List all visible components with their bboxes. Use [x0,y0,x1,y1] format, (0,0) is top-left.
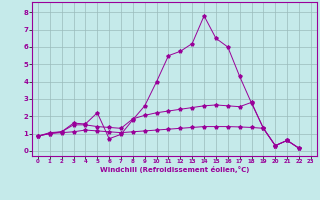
X-axis label: Windchill (Refroidissement éolien,°C): Windchill (Refroidissement éolien,°C) [100,166,249,173]
